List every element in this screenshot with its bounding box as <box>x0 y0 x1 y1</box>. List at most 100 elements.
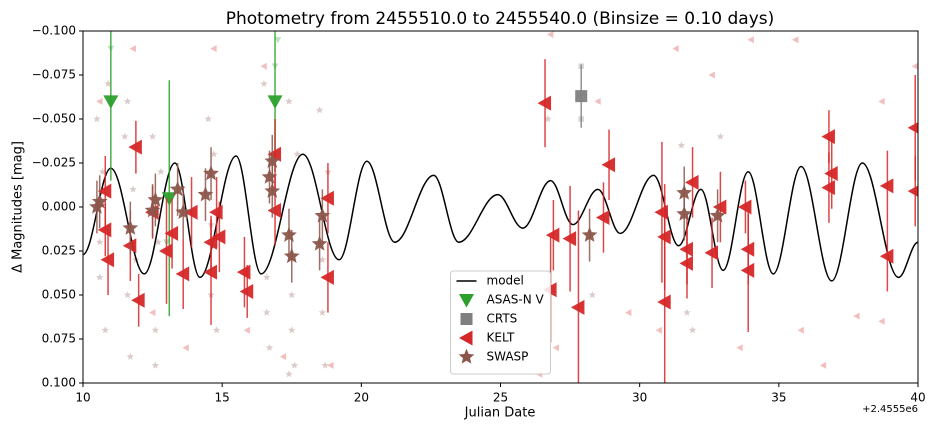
raw-point <box>263 273 271 281</box>
data-point <box>545 227 560 243</box>
data-point <box>709 207 726 223</box>
raw-point <box>318 255 327 263</box>
axes-frame <box>82 30 919 384</box>
data-point <box>175 266 190 282</box>
raw-point <box>263 308 271 316</box>
data-point <box>679 255 693 271</box>
data-point <box>824 166 838 182</box>
x-tick-label: 40 <box>910 391 925 405</box>
raw-point <box>683 308 691 316</box>
y-tick-label: −0.025 <box>32 156 76 170</box>
data-point <box>654 204 668 220</box>
raw-point <box>123 97 132 105</box>
raw-point <box>547 31 554 39</box>
data-point <box>267 203 282 219</box>
x-tick-label: 35 <box>771 391 786 405</box>
raw-point <box>279 353 287 361</box>
x-tick-label: 10 <box>75 391 90 405</box>
legend-swatch <box>459 294 474 308</box>
y-tick-label: −0.075 <box>32 68 76 82</box>
raw-point <box>288 326 296 334</box>
raw-point <box>552 344 559 352</box>
data-point <box>203 234 218 250</box>
data-point <box>203 264 218 280</box>
data-point <box>264 152 281 168</box>
raw-point <box>677 141 686 149</box>
raw-point <box>182 344 189 352</box>
data-point <box>740 241 755 257</box>
data-point <box>209 204 223 220</box>
y-tick-label: 0.050 <box>42 288 76 302</box>
data-point <box>147 191 164 207</box>
data-point <box>261 168 278 184</box>
raw-point <box>736 344 743 352</box>
x-axis-label: Julian Date <box>464 406 536 421</box>
raw-point <box>93 115 101 123</box>
raw-point <box>98 167 107 175</box>
raw-point <box>210 150 218 158</box>
data-point <box>879 248 894 264</box>
raw-point <box>819 361 827 369</box>
y-tick-label: 0.100 <box>42 376 76 390</box>
raw-point <box>126 352 134 360</box>
x-tick-label: 30 <box>632 391 647 405</box>
data-point <box>570 299 585 315</box>
data-point <box>264 182 281 198</box>
data-point <box>97 222 112 238</box>
y-tick-label: 0.000 <box>42 200 76 214</box>
data-point <box>164 225 179 241</box>
raw-point <box>708 71 715 79</box>
x-tick-label: 20 <box>354 391 369 405</box>
raw-point <box>210 45 217 53</box>
data-point <box>704 245 719 261</box>
y-tick-label: −0.100 <box>32 24 76 38</box>
raw-point <box>123 291 132 299</box>
raw-point <box>101 326 109 334</box>
legend-label: model <box>487 274 524 288</box>
data-point <box>184 204 198 220</box>
data-point <box>122 219 139 235</box>
raw-point <box>274 37 282 44</box>
data-point <box>320 269 334 285</box>
raw-point <box>148 132 157 140</box>
data-point <box>211 229 226 245</box>
data-point <box>131 292 145 308</box>
data-point <box>821 129 835 145</box>
data-point <box>740 262 755 278</box>
raw-point <box>285 370 293 378</box>
data-point <box>685 174 699 190</box>
data-point <box>737 199 752 215</box>
data-point <box>236 264 251 280</box>
legend-label: KELT <box>487 331 515 345</box>
data-point <box>314 207 331 223</box>
raw-point <box>655 326 662 334</box>
raw-point <box>672 45 679 53</box>
data-point <box>128 139 142 155</box>
raw-point <box>544 115 552 123</box>
data-point <box>657 229 671 245</box>
data-point <box>239 283 254 299</box>
raw-point <box>243 326 251 334</box>
y-axis-label: Δ Magnitudes [mag] <box>11 141 26 273</box>
legend-label: CRTS <box>487 312 518 326</box>
raw-point <box>878 97 885 105</box>
data-point <box>676 205 693 221</box>
raw-point <box>104 79 112 87</box>
data-point <box>581 226 598 242</box>
y-tick-label: 0.075 <box>42 332 76 346</box>
chart-title: Photometry from 2455510.0 to 2455540.0 (… <box>226 9 775 29</box>
raw-point <box>260 62 267 70</box>
data-point <box>679 241 693 257</box>
x-tick-label: 15 <box>215 391 230 405</box>
data-point <box>601 157 616 173</box>
data-point <box>103 95 119 109</box>
raw-point <box>288 291 296 299</box>
legend-swatch <box>458 348 475 364</box>
raw-point <box>688 326 697 334</box>
raw-point <box>96 97 103 105</box>
raw-point <box>151 326 160 334</box>
y-tick-label: −0.050 <box>32 112 76 126</box>
raw-point <box>911 62 918 70</box>
data-point <box>267 95 283 109</box>
